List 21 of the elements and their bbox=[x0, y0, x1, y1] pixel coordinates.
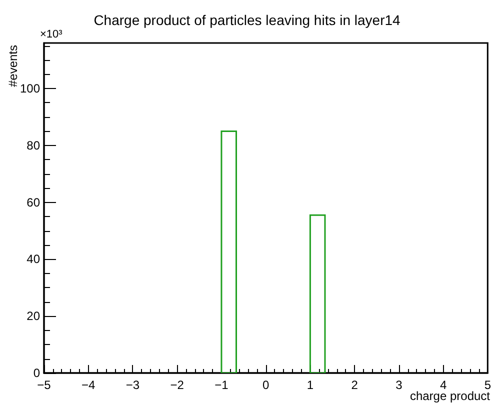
x-tick-label: −5 bbox=[37, 378, 52, 392]
y-tick-label: 100 bbox=[20, 82, 40, 96]
x-tick-label: 2 bbox=[351, 378, 358, 392]
y-tick-label: 40 bbox=[26, 252, 40, 266]
x-axis-title: charge product bbox=[410, 389, 491, 403]
y-tick-label: 0 bbox=[33, 366, 40, 380]
x-tick-label: 4 bbox=[440, 378, 447, 392]
chart-title: Charge product of particles leaving hits in layer14 bbox=[94, 12, 401, 28]
x-tick-label: −1 bbox=[214, 378, 229, 392]
x-tick-label: −4 bbox=[82, 378, 96, 392]
x-tick-label: −3 bbox=[126, 378, 140, 392]
x-tick-label: 1 bbox=[306, 378, 314, 392]
text: ×10³ bbox=[40, 28, 63, 40]
x-tick-label: −2 bbox=[170, 378, 184, 392]
x-tick-label: 5 bbox=[484, 378, 492, 392]
y-tick-label: 60 bbox=[26, 195, 40, 210]
y-tick-label: 80 bbox=[26, 138, 40, 152]
x-tick-label: 0 bbox=[262, 378, 270, 392]
y-axis-title: #events bbox=[6, 45, 20, 88]
y-tick-label: 20 bbox=[26, 309, 40, 324]
x-tick-label: 3 bbox=[396, 378, 403, 392]
